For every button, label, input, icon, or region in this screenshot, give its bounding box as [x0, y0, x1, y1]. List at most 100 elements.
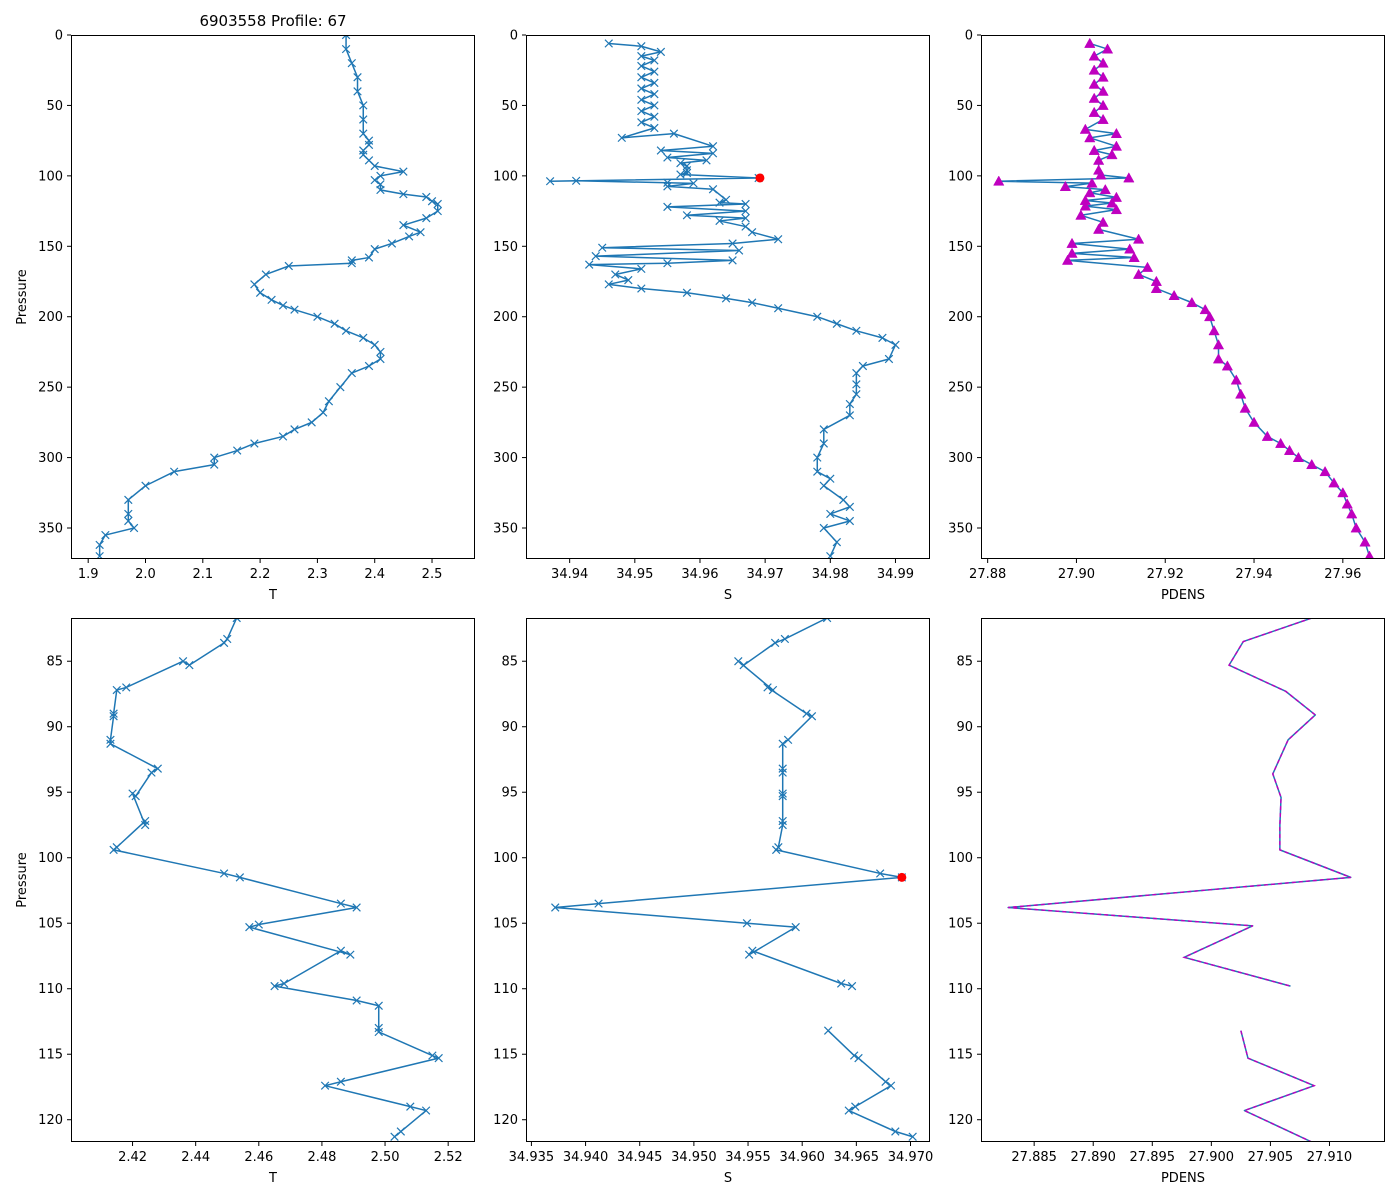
data-point-x-marker	[374, 1027, 383, 1037]
data-point-x-marker	[682, 288, 692, 297]
data-point-x-marker	[390, 1132, 399, 1141]
data-point-x-marker	[728, 256, 737, 265]
data-point-triangle-marker	[1141, 261, 1154, 272]
x-tick-label: 27.900	[1189, 1150, 1235, 1165]
data-point-x-marker	[290, 305, 299, 314]
series-line	[554, 618, 903, 987]
series-line	[98, 35, 439, 557]
data-point-triangle-marker	[1239, 402, 1251, 413]
data-point-x-marker	[112, 685, 121, 695]
data-point-x-marker	[336, 946, 346, 955]
x-tick-label: 2.2	[250, 567, 271, 582]
data-point-x-marker	[399, 167, 408, 176]
series-dashed-overlay	[1240, 1030, 1317, 1142]
data-point-triangle-marker	[1212, 353, 1225, 364]
data-point-triangle-marker	[1088, 92, 1100, 103]
data-point-triangle-marker	[1097, 71, 1109, 82]
data-point-x-marker	[875, 869, 885, 878]
data-point-triangle-marker	[1341, 498, 1353, 509]
data-point-x-marker	[250, 439, 259, 448]
data-point-x-marker	[219, 869, 229, 878]
x-tick-label: 2.52	[434, 1150, 463, 1165]
plot-area	[545, 39, 900, 559]
data-point-x-marker	[650, 67, 659, 76]
x-tick-label: 34.960	[779, 1150, 825, 1165]
y-tick-label: 100	[948, 851, 973, 866]
data-point-x-marker	[650, 112, 659, 121]
data-point-x-marker	[768, 685, 778, 695]
data-point-x-marker	[376, 347, 385, 357]
data-point-x-marker	[352, 996, 361, 1005]
data-point-x-marker	[819, 523, 829, 533]
data-point-x-marker	[434, 1053, 443, 1063]
data-point-x-marker	[404, 232, 414, 241]
data-point-x-marker	[235, 873, 245, 882]
data-point-x-marker	[124, 509, 133, 519]
data-point-x-marker	[881, 1077, 890, 1086]
data-point-x-marker	[318, 408, 328, 417]
data-point-x-marker	[637, 118, 646, 127]
data-point-triangle-marker	[1292, 451, 1305, 462]
data-point-x-marker	[778, 816, 787, 826]
series-line	[1007, 618, 1352, 987]
data-point-x-marker	[617, 133, 627, 143]
data-point-triangle-marker	[1204, 311, 1216, 322]
data-point-x-marker	[320, 1081, 330, 1090]
data-point-x-marker	[422, 213, 431, 223]
axes-frame	[981, 35, 1385, 559]
data-point-x-marker	[374, 1001, 383, 1010]
data-point-x-marker	[313, 312, 322, 321]
data-point-x-marker	[682, 168, 692, 178]
data-point-x-marker	[702, 156, 711, 165]
plot-area	[993, 37, 1375, 559]
data-point-x-marker	[359, 115, 368, 124]
data-point-x-marker	[851, 1102, 860, 1111]
data-point-x-marker	[721, 294, 731, 303]
data-point-x-marker	[169, 467, 179, 476]
x-tick-label: 27.92	[1147, 567, 1184, 582]
panel-temperature-full: 1.9 2.0 2.1 2.2 2.3 2.4 2.5 0 50 100 150 200 250 300 3…	[15, 29, 475, 603]
y-tick-label: 300	[493, 451, 518, 466]
axes-frame	[981, 618, 1385, 1142]
x-tick-label: 27.895	[1130, 1150, 1176, 1165]
y-tick-label: 100	[493, 169, 518, 184]
y-tick-label: 115	[493, 1048, 518, 1063]
y-tick-label: 85	[501, 655, 518, 670]
data-point-x-marker	[245, 922, 254, 932]
y-tick-label: 105	[38, 917, 63, 932]
data-point-x-marker	[734, 657, 743, 666]
y-tick-label: 300	[38, 451, 63, 466]
data-point-x-marker	[813, 312, 822, 321]
data-point-x-marker	[598, 243, 607, 252]
x-tick-label: 34.94	[551, 567, 588, 582]
data-point-triangle-marker	[1086, 177, 1098, 188]
data-point-x-marker	[140, 816, 150, 826]
y-tick-label: 90	[501, 720, 518, 735]
data-point-x-marker	[778, 791, 787, 801]
data-point-x-marker	[353, 73, 362, 82]
data-point-x-marker	[884, 354, 894, 364]
data-point-triangle-marker	[1088, 78, 1100, 89]
data-point-x-marker	[551, 903, 560, 912]
axes-frame	[71, 618, 475, 1142]
x-tick-label: 2.42	[118, 1150, 147, 1165]
data-point-x-marker	[370, 175, 379, 185]
data-point-x-marker	[637, 61, 646, 71]
data-point-triangle-marker	[1230, 374, 1242, 385]
data-point-x-marker	[908, 1132, 917, 1141]
data-point-x-marker	[739, 660, 748, 670]
data-point-x-marker	[807, 712, 817, 721]
data-point-x-marker	[852, 368, 861, 378]
data-point-x-marker	[813, 467, 822, 476]
data-point-x-marker	[734, 246, 744, 255]
y-tick-label: 105	[948, 917, 973, 932]
y-tick-label: 350	[948, 522, 973, 537]
panel-temperature-zoom: 2.42 2.44 2.46 2.48 2.50 2.52 85 90 95 100 105 110 1…	[15, 618, 475, 1186]
data-point-x-marker	[742, 919, 752, 928]
data-point-x-marker	[336, 382, 345, 392]
panel-salinity-full: 34.94 34.95 34.96 34.97 34.98 34.99 0 50 100 150 2…	[493, 29, 930, 603]
data-point-x-marker	[279, 979, 289, 988]
data-point-x-marker	[715, 216, 724, 226]
data-point-x-marker	[813, 453, 822, 462]
x-tick-label: 34.96	[681, 567, 718, 582]
